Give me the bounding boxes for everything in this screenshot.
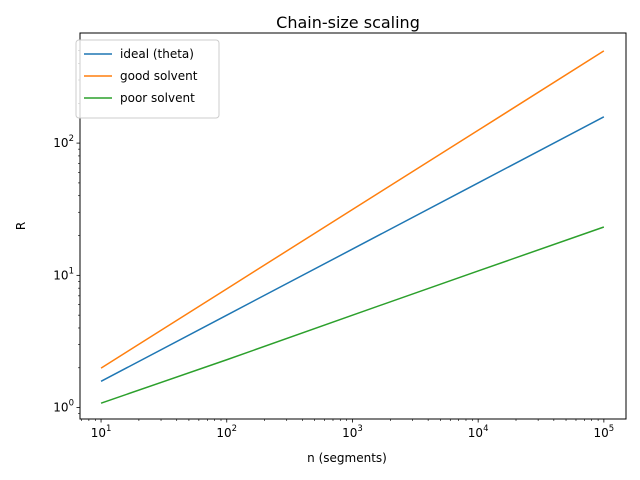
chart-title: Chain-size scaling (276, 13, 420, 32)
x-tick-label-2: 102 (216, 424, 237, 440)
legend-label-1: ideal (theta) (120, 47, 194, 61)
y-tick-label-3: 102 (53, 134, 74, 150)
legend: ideal (theta) good solvent poor solvent (75, 39, 220, 119)
x-axis-label: n (segments) (307, 451, 387, 465)
plot-area: 101 102 103 104 105 100 101 102 (53, 39, 615, 440)
series-line-3 (100, 226, 605, 404)
x-tick-label-1: 101 (91, 424, 112, 440)
y-tick-label-2: 101 (53, 266, 74, 282)
legend-label-2: good solvent (120, 69, 198, 83)
x-tick-label-3: 103 (342, 424, 363, 440)
legend-label-3: poor solvent (120, 91, 195, 105)
axes-frame (79, 32, 627, 420)
x-tick-label-4: 104 (468, 424, 489, 440)
series-line-2 (100, 50, 605, 369)
y-tick-label-1: 100 (53, 399, 74, 415)
y-axis-label: R (14, 222, 28, 230)
x-tick-label-5: 105 (594, 424, 615, 440)
series-line-1 (100, 116, 605, 382)
